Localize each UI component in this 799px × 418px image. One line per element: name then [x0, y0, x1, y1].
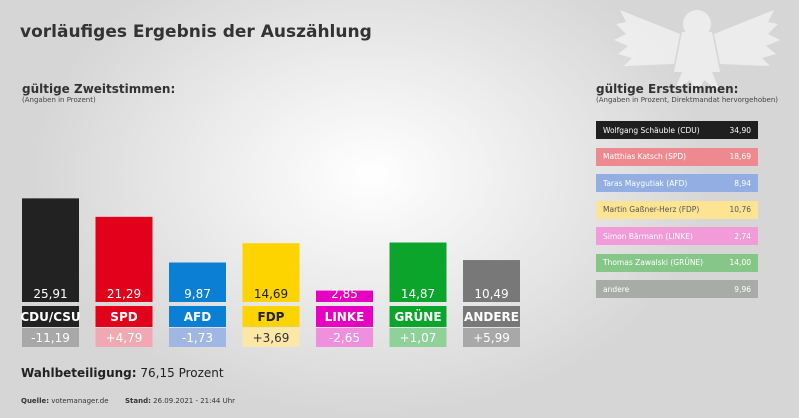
- party-label-box: [316, 306, 373, 327]
- change-label: -1,73: [182, 331, 213, 345]
- bar: [463, 260, 520, 302]
- party-label-box: [463, 306, 520, 327]
- page-title: vorläufiges Ergebnis der Auszählung: [20, 22, 372, 42]
- candidate-name: andere: [603, 284, 630, 294]
- party-label: ANDERE: [464, 310, 519, 324]
- erststimmen-row: Wolfgang Schäuble (CDU) 34,90: [596, 121, 758, 139]
- candidate-name: Wolfgang Schäuble (CDU): [603, 125, 700, 135]
- change-box: [389, 328, 447, 347]
- candidate-name: Taras Maygutiak (AFD): [603, 178, 688, 188]
- candidate-name: Matthias Katsch (SPD): [603, 152, 687, 161]
- bar: [22, 198, 79, 302]
- bar: [316, 290, 373, 302]
- erststimmen-heading: gültige Erststimmen:: [596, 82, 739, 96]
- party-label: AFD: [184, 310, 211, 324]
- candidate-name: Martin Gaßner-Herz (FDP): [603, 205, 700, 214]
- erststimmen-subheading: (Angaben in Prozent, Direktmandat hervor…: [596, 96, 779, 104]
- stand-value: 26.09.2021 - 21:44 Uhr: [153, 397, 236, 405]
- candidate-value: 9,96: [734, 284, 751, 294]
- party-label: LINKE: [325, 310, 365, 324]
- bar-value-label: 21,29: [107, 287, 141, 301]
- change-label: +3,69: [253, 331, 290, 345]
- stand-label: Stand:: [125, 397, 151, 405]
- bar: [95, 216, 153, 302]
- change-label: -2,65: [329, 331, 360, 345]
- erststimmen-row: andere 9,96: [596, 280, 758, 298]
- erststimmen-row: Matthias Katsch (SPD) 18,69: [596, 147, 758, 166]
- erststimmen-list: Wolfgang Schäuble (CDU) 34,90 Matthias K…: [596, 121, 758, 307]
- change-box: [463, 328, 520, 347]
- source-value: votemanager.de: [51, 397, 109, 405]
- change-label: +5,99: [473, 331, 510, 345]
- zweitstimmen-bar-chart: 25,91 CDU/CSU -11,19 21,29 SPD +4,79 9,87 AFD -1…: [20, 198, 520, 347]
- zweitstimmen-subheading: (Angaben in Prozent): [22, 96, 96, 104]
- change-label: +1,07: [400, 331, 437, 345]
- party-label-box: [169, 306, 226, 327]
- bar-value-label: 9,87: [184, 287, 211, 301]
- bar-value-label: 10,49: [474, 287, 508, 301]
- party-label: FDP: [258, 310, 285, 324]
- turnout-label: Wahlbeteiligung:: [21, 366, 137, 380]
- erststimmen-row: Taras Maygutiak (AFD) 8,94: [596, 174, 758, 192]
- change-label: -11,19: [31, 331, 70, 345]
- bar-value-label: 2,85: [331, 287, 358, 301]
- bar: [242, 243, 300, 302]
- erststimmen-row: Thomas Zawalski (GRÜNE) 14,00: [596, 253, 758, 272]
- candidate-value: 10,76: [729, 205, 751, 214]
- zweitstimmen-heading: gültige Zweitstimmen:: [22, 82, 176, 96]
- party-label: SPD: [110, 310, 137, 324]
- footer: Quelle: votemanager.de Stand: 26.09.2021…: [21, 397, 235, 405]
- party-label: GRÜNE: [394, 309, 441, 324]
- party-label: CDU/CSU: [20, 310, 80, 324]
- change-box: [316, 328, 373, 347]
- bar-value-label: 14,87: [401, 287, 435, 301]
- bar-value-label: 14,69: [254, 287, 288, 301]
- bar-value-label: 25,91: [33, 287, 67, 301]
- candidate-value: 18,69: [729, 152, 751, 161]
- bar: [169, 262, 226, 302]
- party-label-box: [389, 306, 447, 327]
- turnout: Wahlbeteiligung: 76,15 Prozent: [21, 366, 224, 380]
- candidate-value: 2,74: [734, 231, 751, 241]
- party-label-box: [22, 306, 79, 327]
- candidate-value: 34,90: [729, 125, 751, 135]
- change-box: [22, 328, 79, 347]
- eagle-emblem-icon: [614, 10, 780, 94]
- change-box: [95, 328, 153, 347]
- party-label-box: [242, 306, 300, 327]
- turnout-value: 76,15 Prozent: [140, 366, 224, 380]
- erststimmen-row: Martin Gaßner-Herz (FDP) 10,76: [596, 200, 758, 219]
- candidate-name: Thomas Zawalski (GRÜNE): [603, 258, 704, 267]
- change-label: +4,79: [106, 331, 143, 345]
- change-box: [169, 328, 226, 347]
- candidate-value: 8,94: [734, 178, 751, 188]
- bar: [389, 242, 447, 302]
- candidate-name: Simon Bärmann (LINKE): [603, 231, 693, 241]
- erststimmen-row: Simon Bärmann (LINKE) 2,74: [596, 227, 758, 245]
- candidate-value: 14,00: [729, 258, 751, 267]
- source-label: Quelle:: [21, 397, 50, 405]
- change-box: [242, 328, 300, 347]
- party-label-box: [95, 306, 153, 327]
